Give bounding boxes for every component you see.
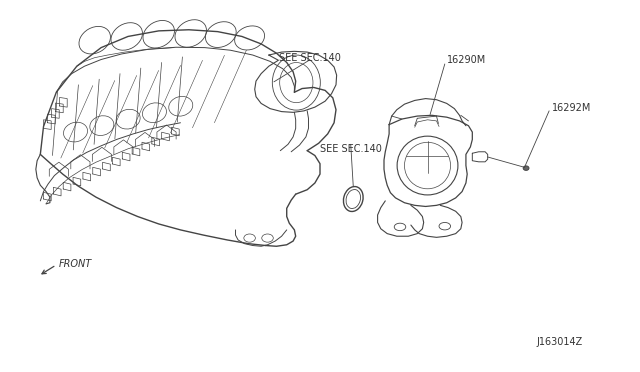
Text: J163014Z: J163014Z bbox=[537, 337, 583, 347]
Text: FRONT: FRONT bbox=[59, 259, 92, 269]
Text: 16292M: 16292M bbox=[552, 103, 591, 113]
Ellipse shape bbox=[523, 166, 529, 170]
Text: 16290M: 16290M bbox=[447, 55, 486, 65]
Text: SEE SEC.140: SEE SEC.140 bbox=[320, 144, 381, 154]
Text: SEE SEC.140: SEE SEC.140 bbox=[280, 53, 341, 62]
